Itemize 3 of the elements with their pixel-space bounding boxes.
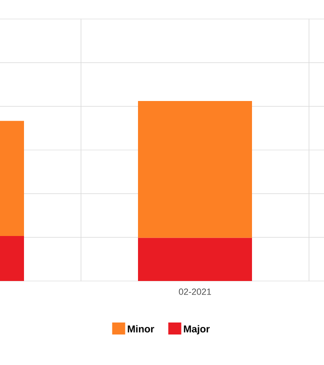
x-tick-label: 02-2021 — [178, 288, 212, 295]
legend-label: Major — [184, 325, 210, 334]
legend-label: Minor — [128, 325, 154, 332]
